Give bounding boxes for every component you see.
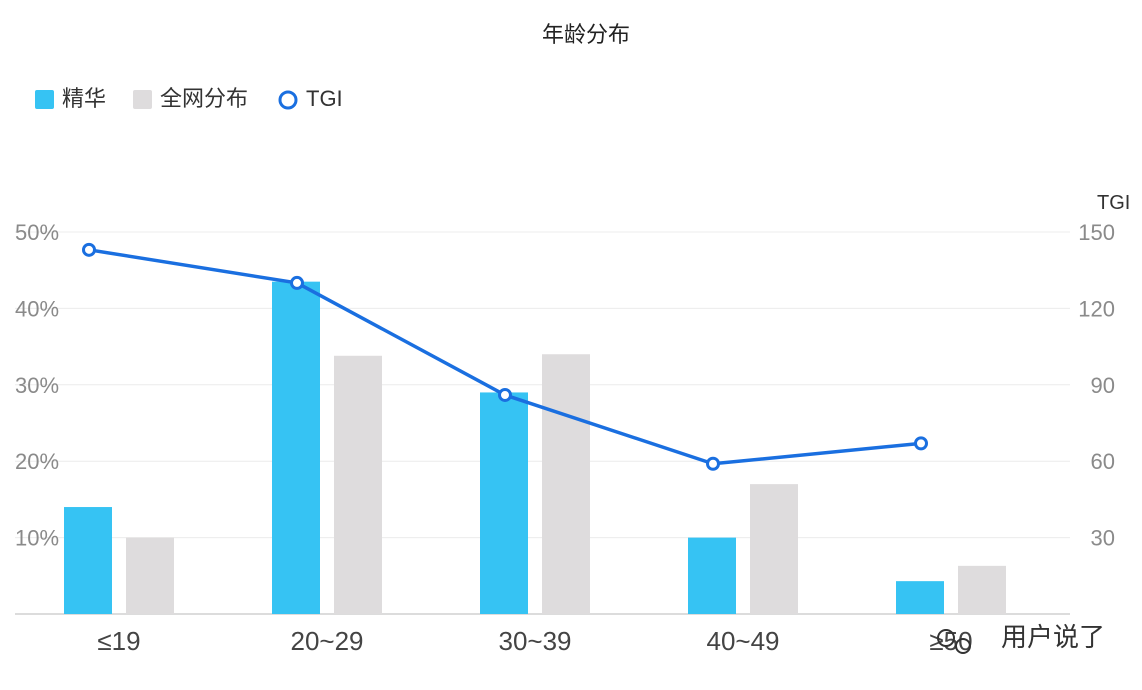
left-tick-label: 40% bbox=[15, 296, 59, 321]
wechat-logo-icon bbox=[937, 629, 955, 647]
left-axis-ticks: 10% 20% 30% 40% 50% bbox=[15, 220, 59, 551]
x-tick-label: 40~49 bbox=[706, 626, 779, 656]
x-tick-label: ≤19 bbox=[97, 626, 140, 656]
legend-label-series-2: 全网分布 bbox=[160, 86, 248, 111]
tgi-point bbox=[290, 275, 304, 290]
bar-series-2 bbox=[750, 484, 798, 614]
chart-title: 年龄分布 bbox=[542, 22, 630, 47]
right-axis-ticks: 30 60 90 120 150 bbox=[1078, 220, 1115, 551]
bar-series-1 bbox=[272, 281, 320, 614]
right-tick-label: 60 bbox=[1091, 449, 1115, 474]
bar-series-2 bbox=[334, 355, 382, 614]
right-tick-label: 90 bbox=[1091, 373, 1115, 398]
legend-marker-tgi bbox=[278, 90, 298, 110]
left-tick-label: 10% bbox=[15, 526, 59, 551]
bar-series-1 bbox=[688, 537, 736, 614]
tgi-point bbox=[914, 436, 928, 451]
tgi-point bbox=[498, 387, 512, 402]
left-tick-label: 50% bbox=[15, 220, 59, 245]
right-tick-label: 30 bbox=[1091, 526, 1115, 551]
x-axis-ticks: ≤19 20~29 30~39 40~49 ≥50 bbox=[97, 626, 972, 656]
legend-swatch-series-2 bbox=[133, 90, 152, 109]
legend-swatch-series-1 bbox=[35, 90, 54, 109]
tgi-line bbox=[82, 242, 928, 471]
x-tick-label: 20~29 bbox=[290, 626, 363, 656]
bar-series-1 bbox=[896, 581, 944, 614]
left-tick-label: 30% bbox=[15, 373, 59, 398]
bar-series-1 bbox=[480, 392, 528, 614]
bars bbox=[64, 281, 1006, 614]
right-tick-label: 150 bbox=[1078, 220, 1115, 245]
wechat-logo-icon-bubble bbox=[955, 638, 971, 654]
watermark-text: 用户说了 bbox=[1001, 622, 1105, 652]
bar-series-2 bbox=[126, 537, 174, 614]
bar-series-2 bbox=[542, 354, 590, 614]
tgi-point bbox=[82, 242, 96, 257]
legend: 精华 全网分布 TGI bbox=[35, 86, 343, 111]
watermark: 用户说了 bbox=[937, 622, 1105, 654]
bar-series-1 bbox=[64, 507, 112, 614]
tgi-point bbox=[706, 456, 720, 471]
left-tick-label: 20% bbox=[15, 449, 59, 474]
right-tick-label: 120 bbox=[1078, 296, 1115, 321]
right-axis-title: TGI bbox=[1097, 192, 1130, 214]
legend-label-tgi: TGI bbox=[306, 86, 343, 111]
x-tick-label: 30~39 bbox=[498, 626, 571, 656]
bar-series-2 bbox=[958, 565, 1006, 614]
legend-label-series-1: 精华 bbox=[62, 86, 106, 111]
